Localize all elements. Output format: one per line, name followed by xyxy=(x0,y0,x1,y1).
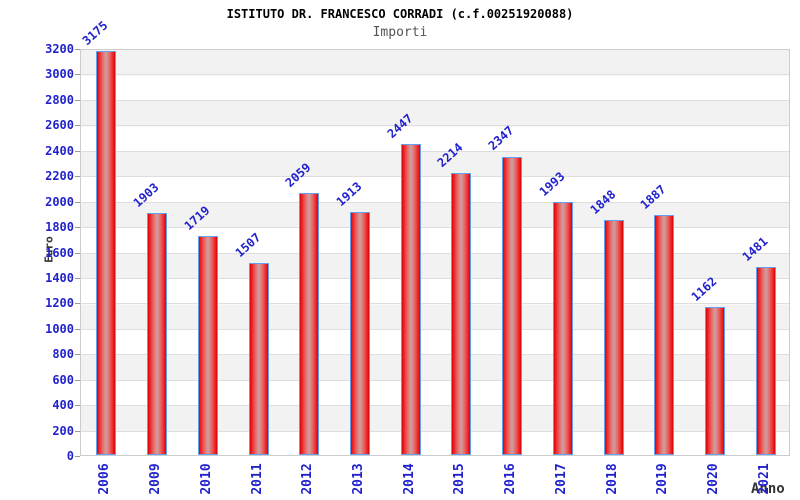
y-tick-mark xyxy=(75,201,80,203)
chart-subtitle: Importi xyxy=(372,25,428,40)
gridline xyxy=(81,430,789,432)
bar xyxy=(248,263,269,455)
gridline xyxy=(81,99,789,101)
gridline xyxy=(81,303,789,305)
x-tick-label: 2019 xyxy=(655,463,671,495)
y-tick-mark xyxy=(75,227,80,229)
gridline xyxy=(81,252,789,254)
bar xyxy=(755,266,776,455)
y-tick-label: 2400 xyxy=(45,143,74,158)
y-tick-label: 0 xyxy=(66,449,74,463)
gridline xyxy=(81,74,789,76)
y-tick-mark xyxy=(75,49,80,50)
bar xyxy=(96,51,117,455)
y-tick-mark xyxy=(75,405,80,407)
y-tick-label: 2600 xyxy=(45,118,74,133)
gridline xyxy=(81,354,789,356)
y-tick-label: 1000 xyxy=(45,321,74,336)
y-tick-label: 1400 xyxy=(45,270,74,285)
x-tick-label: 2010 xyxy=(198,463,214,495)
gridline xyxy=(81,379,789,381)
x-tick-label: 2012 xyxy=(300,463,316,495)
x-tick-label: 2018 xyxy=(604,463,620,495)
y-tick-label: 2000 xyxy=(45,194,74,209)
y-tick-label: 2800 xyxy=(45,92,74,107)
bar xyxy=(451,173,472,455)
y-tick-mark xyxy=(75,252,80,254)
x-tick-label: 2020 xyxy=(705,463,721,495)
y-tick-label: 1600 xyxy=(45,245,74,260)
y-tick-mark xyxy=(75,328,80,330)
x-tick-label: 2015 xyxy=(452,463,468,495)
y-tick-mark xyxy=(75,99,80,101)
bar xyxy=(654,215,675,455)
bar xyxy=(400,143,421,455)
bar xyxy=(502,156,523,455)
x-tick-label: 2017 xyxy=(553,463,569,495)
x-tick-label: 2006 xyxy=(97,463,113,495)
bar xyxy=(197,236,218,455)
gridline xyxy=(81,277,789,279)
gridline xyxy=(81,201,789,203)
y-tick-mark xyxy=(75,430,80,432)
plot-area xyxy=(80,49,790,456)
bar xyxy=(147,212,168,455)
gridline xyxy=(81,176,789,178)
x-tick-label: 2011 xyxy=(249,463,265,495)
x-tick-label: 2013 xyxy=(350,463,366,495)
y-tick-mark xyxy=(75,354,80,356)
x-axis-title: Anno xyxy=(751,481,785,497)
gridline xyxy=(81,125,789,127)
gridline xyxy=(81,227,789,229)
y-tick-label: 3000 xyxy=(45,67,74,82)
y-tick-mark xyxy=(75,150,80,152)
y-tick-mark xyxy=(75,125,80,127)
x-tick-label: 2021 xyxy=(756,463,772,495)
y-tick-label: 2200 xyxy=(45,169,74,184)
bar xyxy=(552,201,573,455)
y-tick-mark xyxy=(75,74,80,76)
bar xyxy=(603,219,624,455)
y-tick-label: 3200 xyxy=(45,42,74,56)
y-tick-label: 1800 xyxy=(45,220,74,235)
gridline xyxy=(81,405,789,407)
y-tick-label: 200 xyxy=(52,423,74,438)
y-tick-label: 400 xyxy=(52,398,74,413)
bar xyxy=(349,211,370,455)
chart-title: ISTITUTO DR. FRANCESCO CORRADI (c.f.0025… xyxy=(226,7,574,21)
x-tick-label: 2014 xyxy=(401,463,417,495)
y-tick-mark xyxy=(75,277,80,279)
y-tick-mark xyxy=(75,176,80,178)
y-tick-mark xyxy=(75,456,80,457)
gridline xyxy=(81,150,789,152)
y-tick-label: 600 xyxy=(52,372,74,387)
gridline xyxy=(81,328,789,330)
x-tick-label: 2009 xyxy=(148,463,164,495)
bar xyxy=(299,193,320,455)
bar xyxy=(704,307,725,455)
y-tick-mark xyxy=(75,379,80,381)
y-tick-label: 1200 xyxy=(45,296,74,311)
y-tick-mark xyxy=(75,303,80,305)
x-tick-label: 2016 xyxy=(503,463,519,495)
y-tick-label: 800 xyxy=(52,347,74,362)
